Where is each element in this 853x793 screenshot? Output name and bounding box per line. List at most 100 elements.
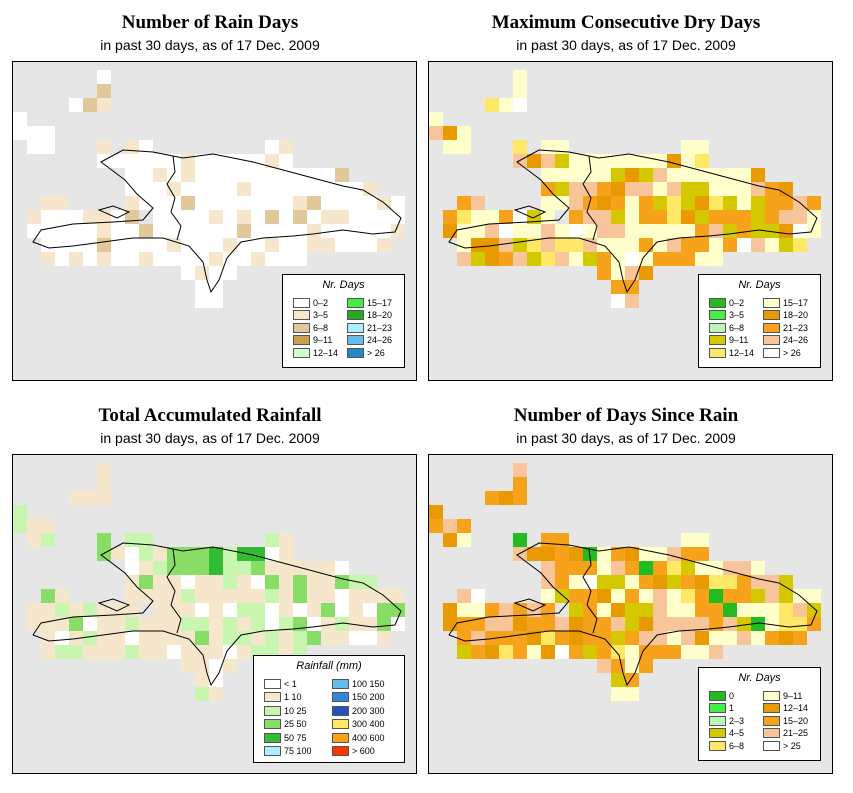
grid-cell — [279, 547, 293, 561]
grid-cell — [429, 112, 443, 126]
grid-cell — [527, 617, 541, 631]
grid-cell — [139, 252, 153, 266]
legend-accum-rainfall: Rainfall (mm) < 1 1 10 10 25 25 50 50 75 75 1… — [253, 655, 405, 763]
grid-cell — [457, 252, 471, 266]
coastline — [32, 542, 402, 687]
grid-cell — [279, 617, 293, 631]
grid-cell — [349, 589, 363, 603]
grid-cell — [737, 589, 751, 603]
legend-item: 12–14 — [709, 347, 754, 358]
grid-cell — [349, 631, 363, 645]
grid-cell — [237, 224, 251, 238]
grid-cell — [209, 294, 223, 308]
grid-cell — [251, 154, 265, 168]
grid-cell — [737, 196, 751, 210]
legend-swatch — [709, 335, 726, 345]
legend-swatch — [264, 692, 281, 702]
grid-cell — [639, 617, 653, 631]
grid-cell — [555, 589, 569, 603]
grid-cell — [293, 210, 307, 224]
grid-cell — [27, 126, 41, 140]
grid-cell — [723, 603, 737, 617]
grid-cell — [153, 645, 167, 659]
grid-cell — [653, 196, 667, 210]
grid-cell — [639, 252, 653, 266]
grid-cell — [597, 224, 611, 238]
grid-cell — [139, 589, 153, 603]
grid-cell — [681, 575, 695, 589]
grid-cell — [321, 631, 335, 645]
grid-cell — [653, 589, 667, 603]
gonave-island — [513, 205, 547, 219]
grid-cell — [555, 224, 569, 238]
grid-cell — [443, 617, 457, 631]
grid-cell — [667, 168, 681, 182]
legend-label: 15–17 — [367, 297, 393, 308]
grid-cell — [541, 561, 555, 575]
grid-cell — [555, 645, 569, 659]
grid-cell — [709, 182, 723, 196]
grid-cell — [709, 631, 723, 645]
grid-cell — [471, 196, 485, 210]
legend-label: 4–5 — [729, 728, 745, 738]
grid-cell — [723, 182, 737, 196]
grid-cell — [625, 617, 639, 631]
grid-cell — [251, 224, 265, 238]
grid-cell — [349, 238, 363, 252]
legend-swatch — [709, 297, 726, 308]
grid-cell — [751, 182, 765, 196]
grid-cell — [55, 617, 69, 631]
legend-swatch — [709, 347, 726, 358]
grid-cell — [625, 294, 639, 308]
grid-cell — [625, 154, 639, 168]
grid-cell — [443, 519, 457, 533]
grid-cell — [279, 196, 293, 210]
grid-cell — [569, 154, 583, 168]
grid-cell — [765, 210, 779, 224]
grid-cell — [807, 224, 821, 238]
grid-cell — [97, 84, 111, 98]
map-grid — [429, 463, 821, 701]
grid-cell — [391, 589, 405, 603]
legend-item: 6–8 — [293, 322, 328, 333]
grid-cell — [251, 252, 265, 266]
grid-cell — [251, 603, 265, 617]
grid-cell — [471, 603, 485, 617]
grid-cell — [363, 603, 377, 617]
grid-cell — [513, 533, 527, 547]
grid-cell — [41, 533, 55, 547]
grid-cell — [237, 603, 251, 617]
grid-cell — [611, 224, 625, 238]
legend-item: 6–8 — [709, 740, 744, 751]
grid-cell — [139, 154, 153, 168]
grid-cell — [181, 547, 195, 561]
grid-cell — [555, 140, 569, 154]
grid-cell — [681, 252, 695, 266]
grid-cell — [499, 603, 513, 617]
grid-cell — [695, 210, 709, 224]
legend-label: 6–8 — [729, 740, 745, 751]
grid-cell — [527, 631, 541, 645]
grid-cell — [625, 645, 639, 659]
grid-cell — [335, 561, 349, 575]
grid-cell — [723, 168, 737, 182]
legend-label: 3–5 — [313, 310, 329, 320]
legend-item: 50 75 — [264, 732, 307, 743]
grid-cell — [321, 603, 335, 617]
grid-cell — [695, 196, 709, 210]
grid-cell — [223, 575, 237, 589]
legend-swatch — [332, 692, 349, 702]
grid-cell — [793, 210, 807, 224]
grid-cell — [667, 589, 681, 603]
grid-cell — [97, 154, 111, 168]
grid-cell — [27, 603, 41, 617]
grid-cell — [195, 547, 209, 561]
grid-cell — [709, 210, 723, 224]
grid-cell — [13, 112, 27, 126]
grid-cell — [681, 631, 695, 645]
grid-cell — [97, 238, 111, 252]
grid-cell — [279, 631, 293, 645]
grid-cell — [265, 631, 279, 645]
grid-cell — [695, 645, 709, 659]
grid-cell — [265, 533, 279, 547]
